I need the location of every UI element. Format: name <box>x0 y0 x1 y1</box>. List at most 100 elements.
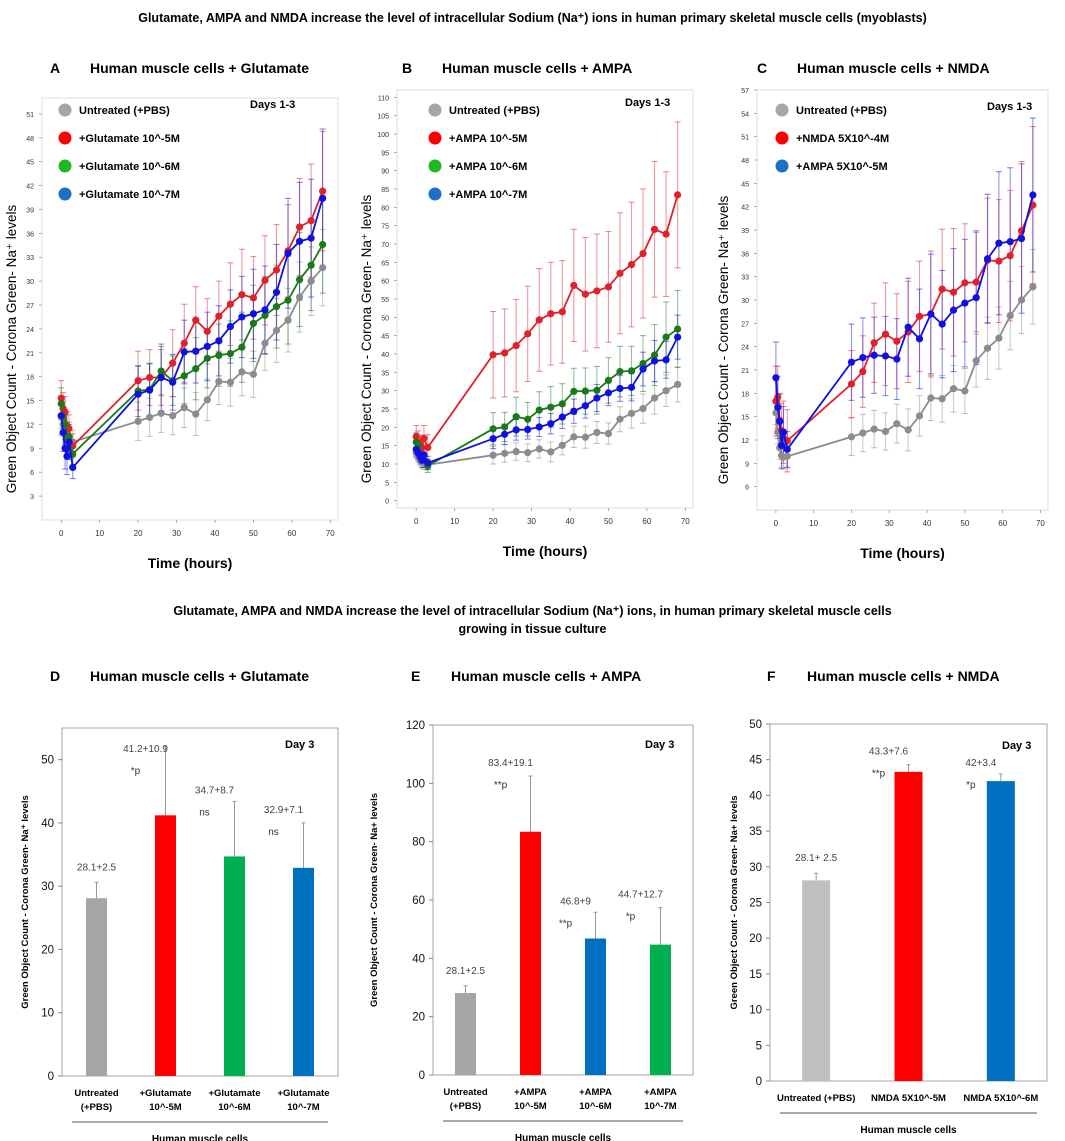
y-tick-label: 5 <box>756 1040 762 1052</box>
annotation-day: Day 3 <box>1002 740 1031 752</box>
significance-label: *p <box>966 780 976 791</box>
x-tick-label: 0 <box>414 517 419 526</box>
bar <box>650 944 671 1075</box>
panel-title: Human muscle cells + Glutamate <box>90 668 310 684</box>
annotation-days: Days 1-3 <box>250 99 295 111</box>
data-point <box>535 423 543 431</box>
y-tick-label: 90 <box>381 169 389 176</box>
data-point <box>134 377 142 385</box>
data-point <box>949 385 958 393</box>
x-tick-label: 60 <box>287 529 296 538</box>
data-point <box>134 390 142 398</box>
legend-label: +AMPA 10^-7M <box>449 189 527 201</box>
data-point <box>983 344 992 352</box>
data-point <box>61 444 69 452</box>
data-point <box>238 368 246 376</box>
y-tick-label: 110 <box>378 95 389 102</box>
y-tick-label: 6 <box>745 485 749 492</box>
y-tick-label: 50 <box>381 315 389 322</box>
y-tick-label: 0 <box>385 499 389 506</box>
y-tick-label: 21 <box>741 368 749 375</box>
data-point <box>284 249 292 257</box>
significance-label: **p <box>872 769 886 780</box>
significance-label: **p <box>494 780 508 791</box>
y-tick-label: 75 <box>381 224 389 231</box>
data-point <box>226 300 234 308</box>
data-point <box>489 435 497 443</box>
value-label: 34.7+8.7 <box>195 785 235 796</box>
x-tick-label: 30 <box>885 519 894 528</box>
category-label: Untreated <box>443 1087 488 1098</box>
legend-label: +AMPA 10^-5M <box>449 133 527 145</box>
panel-title: Human muscle cells + AMPA <box>442 60 633 76</box>
y-tick-label: 20 <box>381 425 389 432</box>
y-tick-label: 120 <box>406 720 425 732</box>
data-point <box>203 327 211 335</box>
data-point <box>593 428 601 437</box>
y-tick-label: 0 <box>419 1070 425 1082</box>
x-tick-label: 30 <box>527 517 536 526</box>
data-point <box>146 413 154 421</box>
data-point <box>662 230 670 238</box>
x-tick-label: 10 <box>809 519 818 528</box>
y-tick-label: 40 <box>381 352 389 359</box>
category-label: 10^-6M <box>218 1102 251 1113</box>
data-point <box>674 191 682 199</box>
y-axis-label: Green Object Count - Corona Green- Na⁺ l… <box>4 205 19 494</box>
data-point <box>226 322 234 331</box>
data-point <box>146 386 154 394</box>
panel-a-heading: A Human muscle cells + Glutamate <box>50 60 309 76</box>
y-tick-label: 40 <box>749 790 762 802</box>
data-point <box>295 223 304 231</box>
y-tick-label: 60 <box>381 279 389 286</box>
y-axis-label: Green Object Count - Corona Green- Na+ l… <box>729 795 740 1009</box>
y-tick-label: 36 <box>26 231 34 238</box>
plot-frame <box>396 89 694 509</box>
data-point <box>616 368 624 376</box>
y-tick-label: 25 <box>381 407 389 414</box>
x-tick-label: 60 <box>998 519 1007 528</box>
data-point <box>192 410 200 418</box>
data-point <box>307 261 315 269</box>
data-point <box>983 255 992 263</box>
data-point <box>904 323 912 331</box>
data-point <box>859 353 867 362</box>
legend-label: +Glutamate 10^-5M <box>79 133 180 145</box>
category-label: +AMPA <box>514 1087 547 1098</box>
data-point <box>859 429 867 437</box>
legend-marker <box>58 131 72 145</box>
x-axis-label: Human muscle cells <box>860 1125 957 1136</box>
data-point <box>893 355 901 363</box>
data-point <box>774 403 782 411</box>
line-chart-c: 6 9 12 15 18 21 24 27 30 33 36 39 42 45 48 51 54 57 0 10 20 3… <box>716 88 1049 561</box>
data-point <box>319 240 327 249</box>
data-point <box>238 291 246 299</box>
data-point <box>627 367 636 375</box>
panel-title: Human muscle cells + NMDA <box>807 668 1000 684</box>
data-point <box>604 283 613 291</box>
legend-label: +Glutamate 10^-6M <box>79 161 180 173</box>
data-point <box>558 413 566 421</box>
data-point <box>261 306 269 314</box>
data-point <box>915 412 924 420</box>
panel-title: Human muscle cells + NMDA <box>797 60 990 76</box>
y-tick-label: 33 <box>741 275 749 282</box>
data-point <box>674 380 682 389</box>
data-point <box>650 394 659 402</box>
annotation-days: Days 1-3 <box>987 101 1032 113</box>
panel-f-heading: F Human muscle cells + NMDA <box>767 668 1000 684</box>
category-label: (+PBS) <box>81 1102 112 1113</box>
data-point <box>146 373 154 382</box>
data-point <box>870 425 878 433</box>
category-label: (+PBS) <box>450 1101 481 1112</box>
data-point <box>295 293 304 301</box>
data-point <box>261 276 269 284</box>
legend-marker <box>58 159 72 173</box>
y-tick-label: 50 <box>749 719 762 731</box>
panel-c-heading: C Human muscle cells + NMDA <box>757 60 990 76</box>
x-tick-label: 70 <box>1036 519 1045 528</box>
y-tick-label: 3 <box>30 494 34 501</box>
data-point <box>215 377 223 386</box>
bar <box>224 856 245 1076</box>
